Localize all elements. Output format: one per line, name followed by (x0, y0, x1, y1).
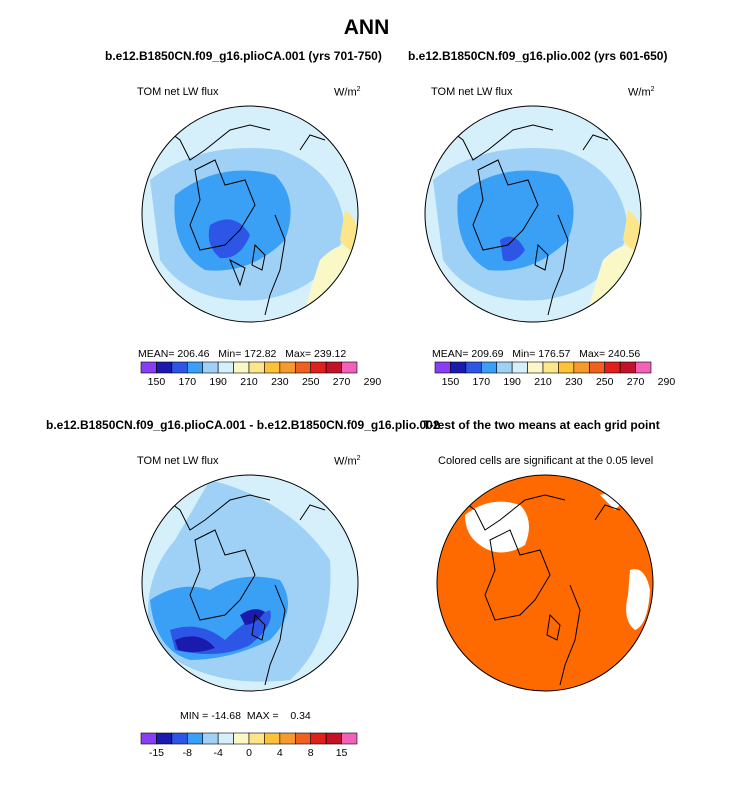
colorbar-tick-label: 170 (473, 376, 491, 388)
colorbar-tick-label: 170 (179, 376, 197, 388)
panel3-stats: MIN = -14.68 MAX = 0.34 (180, 710, 311, 722)
colorbar-tick-label: 190 (503, 376, 521, 388)
panel1-stats: MEAN= 206.46 Min= 172.82 Max= 239.12 (138, 348, 347, 360)
panel1-units: W/m2 (334, 86, 361, 99)
colorbar-tick-label: 0 (246, 747, 252, 759)
colorbar-tick-label: 230 (565, 376, 583, 388)
colorbar-swatch (264, 732, 281, 745)
colorbar-tick-label: 8 (308, 747, 314, 759)
colorbar-swatch (233, 732, 250, 745)
colorbar-swatch (341, 732, 358, 745)
colorbar-swatch (140, 732, 157, 745)
colorbar-tick-label: 15 (336, 747, 348, 759)
colorbar-tick-label: -4 (213, 747, 222, 759)
colorbar-tick-label: 190 (209, 376, 227, 388)
colorbar-swatch (294, 732, 312, 745)
colorbar-tick-label: 210 (534, 376, 552, 388)
colorbar-tick-label: 250 (596, 376, 614, 388)
panel1-header: b.e12.B1850CN.f09_g16.plioCA.001 (yrs 70… (105, 49, 382, 63)
panel3-units: W/m2 (334, 455, 361, 468)
colorbar-tick-label: 210 (240, 376, 258, 388)
panel4-note: Colored cells are significant at the 0.0… (438, 455, 654, 467)
colorbar-swatch (186, 732, 204, 745)
colorbar-swatch (310, 732, 327, 745)
colorbar-swatch (341, 361, 358, 374)
colorbar-tick-label: 150 (442, 376, 460, 388)
colorbar-tick-label: 4 (277, 747, 283, 759)
panel1-variable: TOM net LW flux (137, 86, 219, 98)
colorbar-tick-label: 270 (333, 376, 351, 388)
panel3-variable: TOM net LW flux (137, 455, 219, 467)
panel3-header: b.e12.B1850CN.f09_g16.plioCA.001 - b.e12… (46, 418, 440, 432)
colorbar-tick-label: -8 (183, 747, 192, 759)
colorbar-tick-label: 270 (627, 376, 645, 388)
colorbar-swatch (202, 732, 219, 745)
colorbar-swatch (279, 732, 296, 745)
colorbar-tick-label: 230 (271, 376, 289, 388)
colorbar-tick-label: 290 (658, 376, 676, 388)
colorbar-swatch (325, 732, 342, 745)
colorbar-swatch (171, 732, 188, 745)
main-title: ANN (343, 16, 390, 39)
colorbar-swatch (635, 361, 652, 374)
colorbar-swatch (217, 732, 234, 745)
panel2-units: W/m2 (628, 86, 655, 99)
panel2-stats: MEAN= 209.69 Min= 176.57 Max= 240.56 (432, 348, 641, 360)
panel4-header: T-test of the two means at each grid poi… (423, 418, 660, 432)
panel2-header: b.e12.B1850CN.f09_g16.plio.002 (yrs 601-… (408, 49, 668, 63)
colorbar-swatch (248, 732, 265, 745)
colorbar-tick-label: -15 (149, 747, 164, 759)
colorbar-tick-label: 150 (148, 376, 166, 388)
colorbar-swatch (156, 732, 173, 745)
panel2-variable: TOM net LW flux (431, 86, 513, 98)
colorbar-tick-label: 290 (364, 376, 382, 388)
colorbar-tick-label: 250 (302, 376, 320, 388)
